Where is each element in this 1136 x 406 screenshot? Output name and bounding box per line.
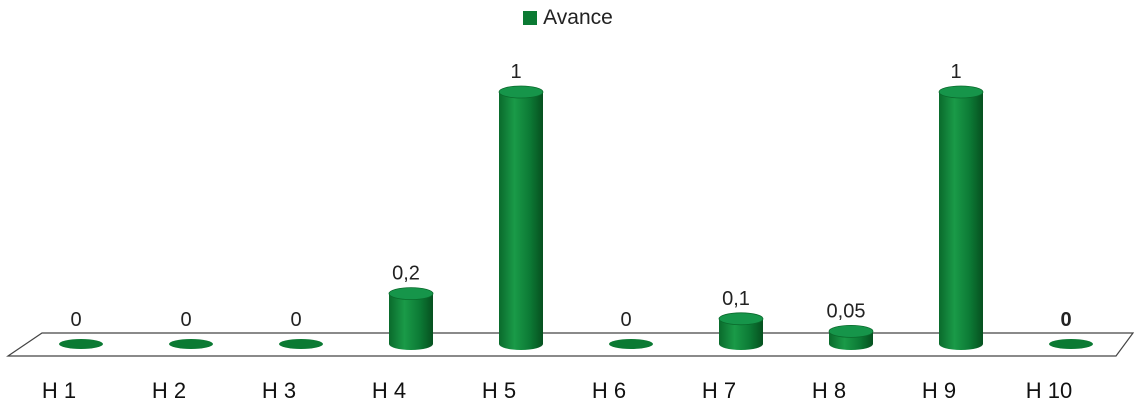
bar-zero-disc	[279, 339, 323, 349]
bar-h6	[609, 339, 653, 349]
bar-zero-disc	[59, 339, 103, 349]
data-label: 0,05	[827, 300, 866, 322]
category-label: H 10	[1026, 378, 1072, 403]
bars-group	[59, 85, 1093, 350]
bar-body	[389, 293, 433, 350]
category-label: H 5	[482, 378, 516, 403]
bar-h1	[59, 339, 103, 349]
data-labels-group: 0 0 0 0,2 1 0 0,1 0,05 1 0	[70, 61, 1071, 331]
bar-h7	[718, 312, 764, 350]
category-labels-group: H 1 H 2 H 3 H 4 H 5 H 6 H 7 H 8 H 9 H 10	[42, 378, 1072, 403]
category-label: H 6	[592, 378, 626, 403]
category-label: H 8	[812, 378, 846, 403]
category-label: H 9	[922, 378, 956, 403]
data-label: 0	[70, 309, 81, 331]
bar-h9	[938, 85, 984, 350]
bar-h4	[388, 287, 434, 350]
bar-top	[718, 312, 764, 326]
data-label: 0,1	[722, 288, 750, 310]
data-label: 1	[510, 61, 521, 83]
category-label: H 4	[372, 378, 406, 403]
category-label: H 7	[702, 378, 736, 403]
bar-top	[388, 287, 434, 301]
bar-zero-disc	[609, 339, 653, 349]
bar-top	[828, 324, 874, 338]
bar-zero-disc	[1049, 339, 1093, 349]
data-label: 0	[620, 309, 631, 331]
category-label: H 3	[262, 378, 296, 403]
bar-h2	[169, 339, 213, 349]
legend-swatch	[523, 11, 538, 25]
bar-body	[719, 318, 763, 350]
bar-top	[498, 85, 544, 99]
data-label: 0	[1060, 309, 1071, 331]
bar-h10	[1049, 339, 1093, 349]
bar-zero-disc	[169, 339, 213, 349]
data-label: 0,2	[392, 263, 420, 285]
category-label: H 2	[152, 378, 186, 403]
data-label: 0	[290, 309, 301, 331]
data-label: 0	[180, 309, 191, 331]
bar-h5	[498, 85, 544, 350]
legend-label: Avance	[543, 6, 613, 29]
bar-h3	[279, 339, 323, 349]
category-label: H 1	[42, 378, 76, 403]
chart-legend: Avance	[0, 6, 1136, 30]
bar-h8	[828, 324, 874, 350]
bar-body	[499, 92, 543, 350]
bar-body	[939, 92, 983, 350]
data-label: 1	[950, 61, 961, 83]
bar-top	[938, 85, 984, 99]
